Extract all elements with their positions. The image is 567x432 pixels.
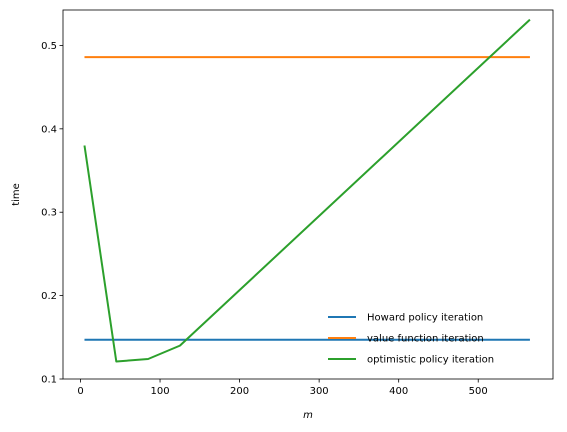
y-tick-label: 0.3 xyxy=(41,208,57,219)
legend: Howard policy iteration value function it… xyxy=(328,313,494,366)
x-tick-label: 400 xyxy=(389,386,408,397)
y-tick-label: 0.2 xyxy=(41,291,57,302)
y-tick-label: 0.1 xyxy=(41,375,57,386)
series-line-2 xyxy=(83,18,531,363)
y-tick-label: 0.5 xyxy=(41,41,57,52)
x-tick-label: 0 xyxy=(77,386,83,397)
x-tick-label: 500 xyxy=(469,386,488,397)
legend-entry-label: optimistic policy iteration xyxy=(367,355,494,366)
x-tick-label: 300 xyxy=(310,386,329,397)
legend-entry-label: Howard policy iteration xyxy=(367,313,483,324)
x-tick-label: 200 xyxy=(230,386,249,397)
y-axis-label: time xyxy=(11,183,22,206)
plot-area xyxy=(62,9,554,380)
y-tick-label: 0.4 xyxy=(41,124,57,135)
series-group xyxy=(83,18,531,363)
axes-frame xyxy=(62,9,554,380)
x-tick-label: 100 xyxy=(150,386,169,397)
y-axis-ticks: 0.1 0.2 0.3 0.4 0.5 xyxy=(41,41,63,386)
legend-entry-label: value function iteration xyxy=(367,334,484,345)
x-axis-label: m xyxy=(303,410,313,421)
x-axis-ticks: 0 100 200 300 400 500 xyxy=(77,379,488,397)
